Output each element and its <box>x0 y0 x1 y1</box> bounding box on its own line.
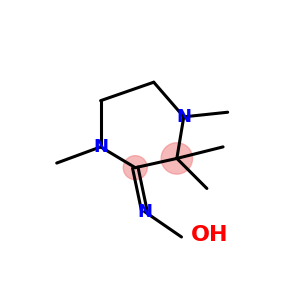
Text: N: N <box>137 202 152 220</box>
Text: OH: OH <box>191 225 228 245</box>
Text: N: N <box>176 108 191 126</box>
Circle shape <box>161 143 193 174</box>
Text: N: N <box>93 138 108 156</box>
Circle shape <box>123 156 147 180</box>
